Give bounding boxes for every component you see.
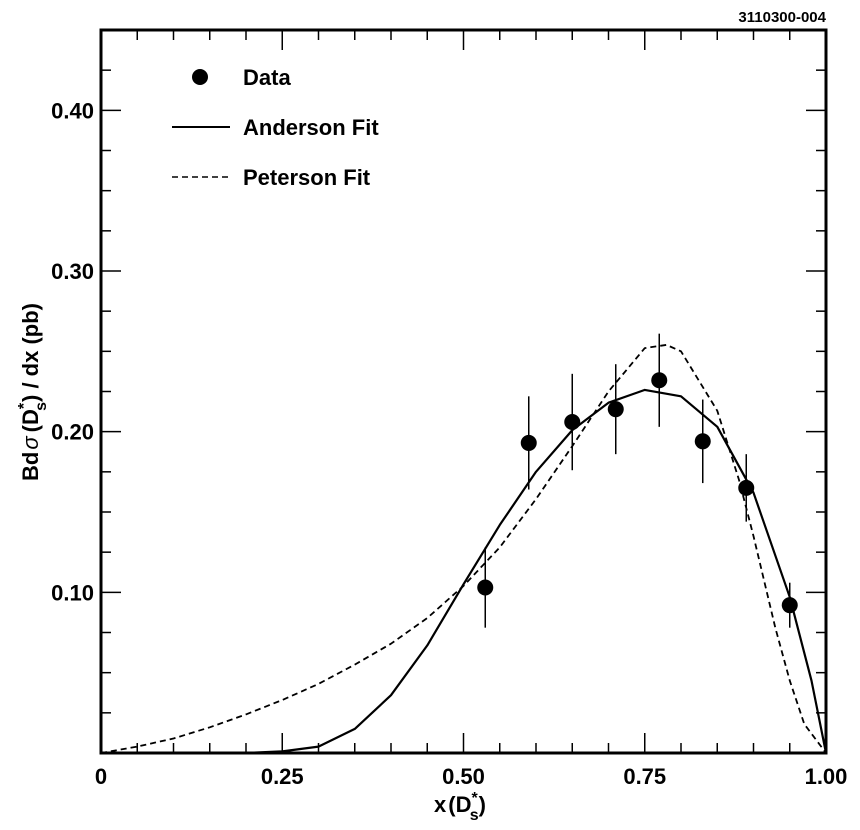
data-point bbox=[651, 372, 668, 389]
fit-curves bbox=[100, 343, 828, 755]
data-point bbox=[564, 414, 581, 431]
x-tick-label: 0 bbox=[95, 764, 107, 789]
plot-frame bbox=[99, 28, 828, 755]
x-tick-label: 1.00 bbox=[805, 764, 848, 789]
figure-id: 3110300-004 bbox=[738, 9, 826, 26]
y-tick-label: 0.20 bbox=[51, 420, 94, 445]
y-tick-label: 0.40 bbox=[51, 98, 94, 123]
x-tick-label: 0.50 bbox=[442, 764, 485, 789]
x-tick-label: 0.25 bbox=[261, 764, 304, 789]
data-point bbox=[607, 401, 624, 418]
x-axis-label: x(D* s) bbox=[434, 790, 486, 824]
y-tick-label: 0.30 bbox=[51, 259, 94, 284]
legend-data-label: Data bbox=[243, 65, 291, 90]
y-tick-label: 0.10 bbox=[51, 580, 94, 605]
legend: Data Anderson Fit Peterson Fit bbox=[172, 65, 379, 190]
anderson-fit-curve bbox=[101, 388, 828, 755]
data-point bbox=[694, 433, 711, 450]
x-tick-label: 0.75 bbox=[623, 764, 666, 789]
legend-data-marker bbox=[192, 69, 208, 85]
y-tick-labels: 0.10 0.20 0.30 0.40 bbox=[51, 98, 94, 605]
peterson-fit-curve bbox=[100, 343, 827, 754]
data-point bbox=[477, 579, 494, 596]
legend-peterson-label: Peterson Fit bbox=[243, 165, 371, 190]
axis-ticks bbox=[100, 29, 827, 754]
data-point bbox=[781, 597, 798, 614]
data-point bbox=[520, 434, 537, 451]
x-tick-labels: 0 0.25 0.50 0.75 1.00 bbox=[95, 764, 848, 789]
data-point bbox=[738, 479, 755, 496]
data-points bbox=[477, 333, 798, 628]
legend-anderson-label: Anderson Fit bbox=[243, 115, 379, 140]
y-axis-label: Bdσ(D*s) / dx (pb) bbox=[16, 303, 50, 481]
